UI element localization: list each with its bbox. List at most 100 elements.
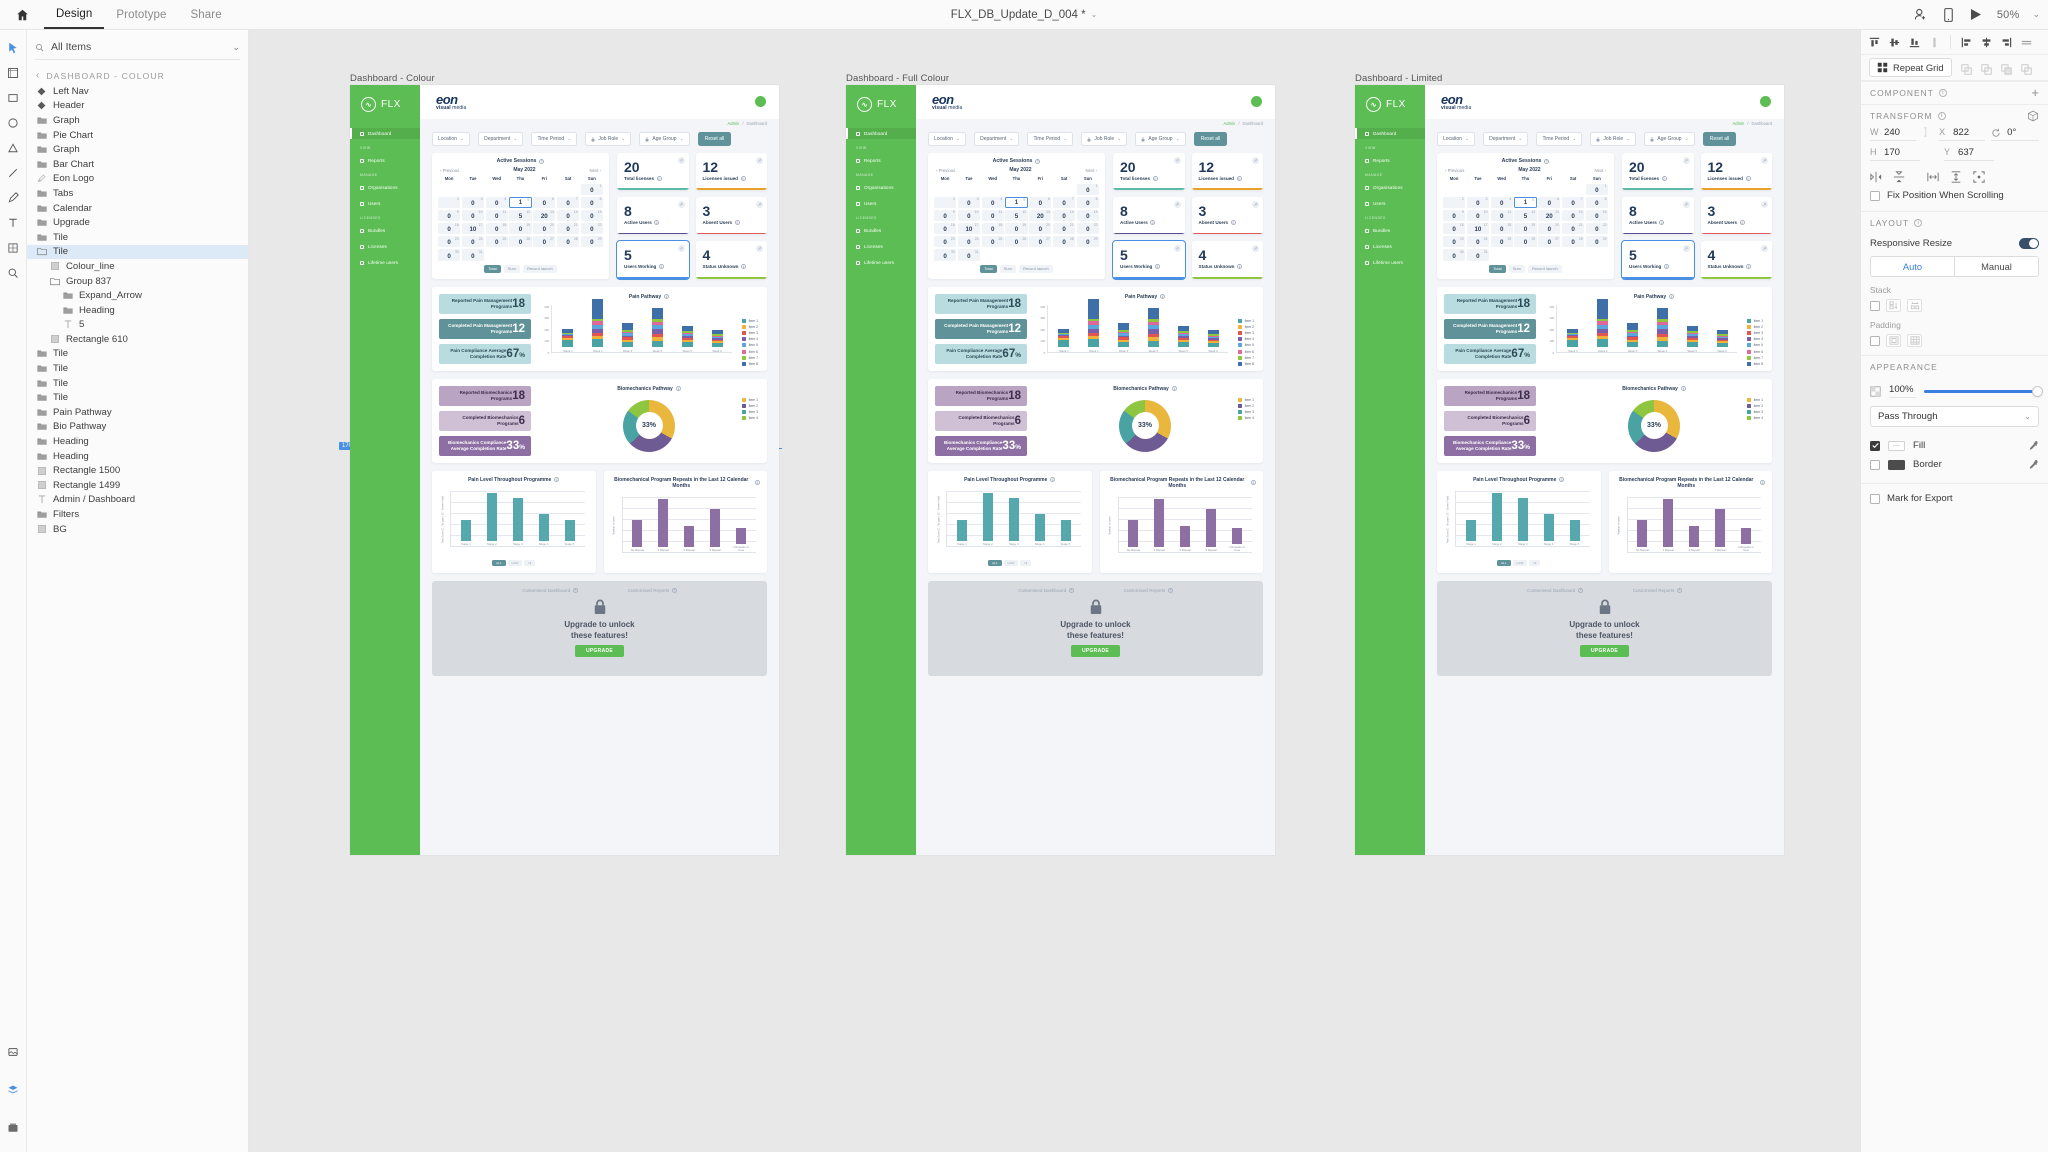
artboard-grid-icon[interactable] [1,235,26,260]
calendar-day-cell[interactable]: 15 0 [1585,209,1608,222]
chevron-down-icon[interactable]: ⌄ [955,136,961,142]
nav-item-dashboard[interactable]: Dashboard [1355,128,1425,139]
width-field[interactable]: W 240 [1870,127,1917,141]
filter-job-role[interactable]: Job Role ⌄ [585,132,632,146]
layer-row[interactable]: Tile [27,376,248,391]
tab-share[interactable]: Share [190,8,222,21]
calendar-day-cell[interactable]: 28 0 [1052,235,1076,248]
upgrade-tab[interactable]: Customised Reports i [1124,587,1173,593]
border-checkbox[interactable] [1870,459,1880,470]
calendar-day-cell[interactable]: 20 0 [1538,222,1561,235]
calendar-button[interactable]: Sum [503,264,520,273]
layer-row[interactable]: Graph [27,113,248,128]
legend-item[interactable]: Item 3 [742,330,758,335]
bar[interactable] [1034,514,1045,542]
layer-row[interactable]: Pie Chart [27,128,248,143]
calendar-day-cell[interactable]: 1 0 [1585,183,1608,196]
filter-time-period[interactable]: Time Period ⌄ [1027,132,1074,146]
legend-item[interactable]: Item 1 [1747,318,1763,323]
legend-item[interactable]: Item 6 [1747,349,1763,354]
bar[interactable] [1715,509,1726,548]
border-swatch[interactable] [1888,459,1905,470]
stacked-bar[interactable] [1597,299,1609,348]
chart-filter-button[interactable]: ALL [492,559,506,566]
info-icon[interactable]: i [1236,176,1242,181]
info-icon[interactable]: i [1746,264,1751,270]
distribute-v-spacing-icon[interactable] [1950,170,1962,183]
calendar-day-cell[interactable]: 1 0 [1076,183,1099,196]
calendar-day-cell[interactable]: 23 0 [438,235,461,248]
layer-row[interactable]: Upgrade [27,215,248,230]
calendar-day-cell[interactable]: 5 1 [509,196,532,209]
y-value[interactable]: 637 [1958,147,1975,158]
info-icon[interactable]: i [675,386,681,392]
nav-item-licenses[interactable]: Licenses [1355,241,1425,252]
bar[interactable] [1663,498,1674,548]
bar[interactable] [1232,527,1242,544]
calendar-day-cell[interactable]: 7 0 [1052,196,1076,209]
flip-vertical-icon[interactable] [1893,170,1905,183]
fill-checkbox[interactable] [1870,440,1880,451]
chevron-down-icon[interactable]: ⌄ [1684,136,1689,142]
tab-design[interactable]: Design [44,0,105,29]
calendar-day-cell[interactable]: 1 0 [580,183,603,196]
chart-filter-button[interactable]: HI [1529,559,1541,566]
legend-item[interactable]: Item 4 [1238,416,1254,421]
legend-item[interactable]: Item 4 [742,337,758,342]
chevron-down-icon[interactable]: ⌄ [1572,136,1577,142]
subtract-icon[interactable] [1980,62,1992,75]
kpi-tile[interactable]: ↗ 4 Status Unknown i [1700,241,1772,279]
layer-row[interactable]: Tile [27,390,248,405]
legend-item[interactable]: Item 2 [1747,403,1763,408]
donut-chart[interactable]: 33% [623,399,675,452]
layer-row[interactable]: Heading [27,303,248,318]
upgrade-button[interactable]: UPGRADE [1070,645,1121,658]
chevron-down-icon[interactable]: ⌄ [679,136,684,142]
nav-item-dashboard[interactable]: Dashboard [350,128,420,139]
layer-search-value[interactable]: All Items [51,41,92,53]
legend-item[interactable]: Item 8 [742,361,758,366]
layer-row[interactable]: Header [27,99,248,114]
donut-chart[interactable]: 33% [1119,399,1171,452]
legend-item[interactable]: Item 2 [1238,324,1254,329]
stacked-bar[interactable] [1627,322,1639,348]
stacked-bar[interactable] [1656,308,1668,348]
nav-item-dashboard[interactable]: Dashboard [846,128,916,139]
calendar-button[interactable]: Record launch [1527,264,1562,273]
bar[interactable] [1741,527,1751,544]
bar[interactable] [1517,497,1528,542]
calendar-day-cell[interactable]: 13 20 [1029,209,1052,222]
calendar-day-cell[interactable]: 30 0 [438,249,461,261]
legend-item[interactable]: Item 3 [1238,409,1254,414]
add-person-icon[interactable] [1913,7,1928,22]
layer-row[interactable]: Filters [27,507,248,522]
info-icon[interactable]: i [671,587,677,593]
stacked-bar[interactable] [651,308,663,348]
bar[interactable] [1154,498,1165,548]
calendar-day-cell[interactable]: 30 0 [1443,249,1466,261]
calendar-button[interactable]: Total [980,264,997,273]
pen-tool-icon[interactable] [1,185,26,210]
calendar-day-cell[interactable]: 25 0 [981,235,1004,248]
kpi-tile[interactable]: ↗ 8 Active Users i [1622,197,1694,235]
calendar-day-cell[interactable]: 3 0 [461,196,484,209]
bar[interactable] [710,509,721,548]
info-icon[interactable]: i [734,220,740,226]
upgrade-button[interactable]: UPGRADE [574,645,625,658]
assets-icon[interactable] [1,1039,26,1064]
calendar-day-cell[interactable]: 15 0 [1076,209,1099,222]
calendar-prev-button[interactable]: ‹ Previous [1445,167,1465,173]
upgrade-button[interactable]: UPGRADE [1579,645,1630,658]
calendar-day-cell[interactable]: 30 0 [934,249,957,261]
kpi-tile[interactable]: ↗ 12 Licenses issued i [1191,153,1263,191]
layer-row[interactable]: BG [27,522,248,537]
reset-all-button[interactable]: Reset all [1702,132,1737,146]
bar[interactable] [1206,509,1217,548]
bar[interactable] [956,519,967,542]
flip-horizontal-icon[interactable] [1870,170,1882,183]
expand-icon[interactable]: ↗ [1682,201,1690,209]
fill-swatch[interactable]: — [1888,440,1905,451]
nav-item-organisations[interactable]: Organisations [1355,182,1425,193]
stacked-bar[interactable] [1088,299,1100,348]
legend-item[interactable]: Item 3 [1747,330,1763,335]
